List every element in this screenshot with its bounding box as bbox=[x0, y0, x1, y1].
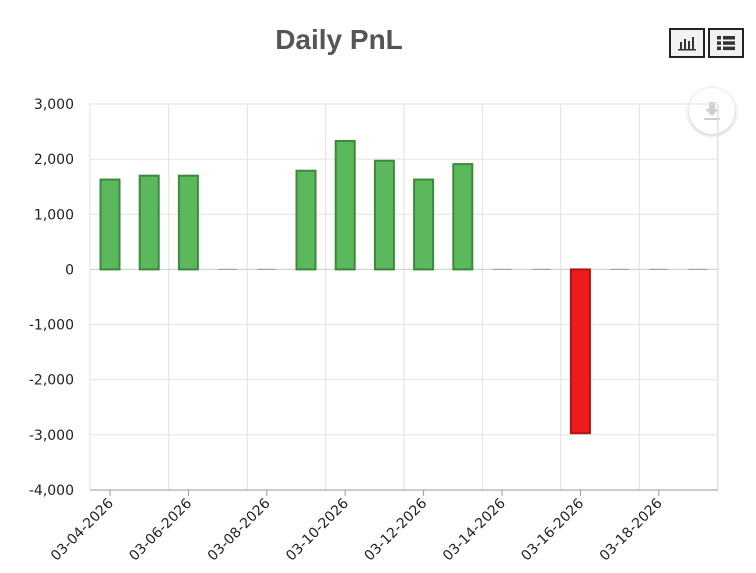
x-tick-label: 03-16-2026 bbox=[518, 495, 587, 564]
download-icon bbox=[704, 102, 720, 120]
bar-chart-icon bbox=[678, 37, 696, 51]
list-icon bbox=[717, 36, 735, 51]
y-tick-label: -1,000 bbox=[29, 318, 74, 334]
download-button[interactable] bbox=[689, 88, 735, 134]
bar bbox=[99, 178, 121, 271]
x-tick-label: 03-12-2026 bbox=[362, 495, 431, 564]
y-tick-label: 3,000 bbox=[34, 97, 74, 113]
y-tick-label: -4,000 bbox=[29, 483, 74, 499]
bar bbox=[295, 169, 317, 271]
list-view-button[interactable] bbox=[708, 28, 744, 58]
y-tick-label: -2,000 bbox=[29, 373, 74, 389]
bar bbox=[413, 178, 435, 271]
bar bbox=[373, 159, 395, 271]
bar bbox=[569, 268, 591, 435]
x-tick-label: 03-04-2026 bbox=[48, 495, 117, 564]
x-tick-label: 03-18-2026 bbox=[597, 495, 666, 564]
bar bbox=[334, 139, 356, 271]
x-tick-label: 03-10-2026 bbox=[283, 495, 352, 564]
bar bbox=[177, 174, 199, 271]
bar bbox=[138, 174, 160, 271]
chart-title: Daily PnL bbox=[275, 24, 403, 55]
x-tick-label: 03-08-2026 bbox=[205, 495, 274, 564]
x-tick-label: 03-14-2026 bbox=[440, 495, 509, 564]
y-tick-label: 0 bbox=[65, 262, 74, 278]
y-tick-label: 1,000 bbox=[34, 207, 74, 223]
bar bbox=[452, 163, 474, 271]
y-tick-label: -3,000 bbox=[29, 428, 74, 444]
x-tick-label: 03-06-2026 bbox=[126, 495, 195, 564]
chart-view-button[interactable] bbox=[669, 28, 705, 58]
y-tick-label: 2,000 bbox=[34, 152, 74, 168]
